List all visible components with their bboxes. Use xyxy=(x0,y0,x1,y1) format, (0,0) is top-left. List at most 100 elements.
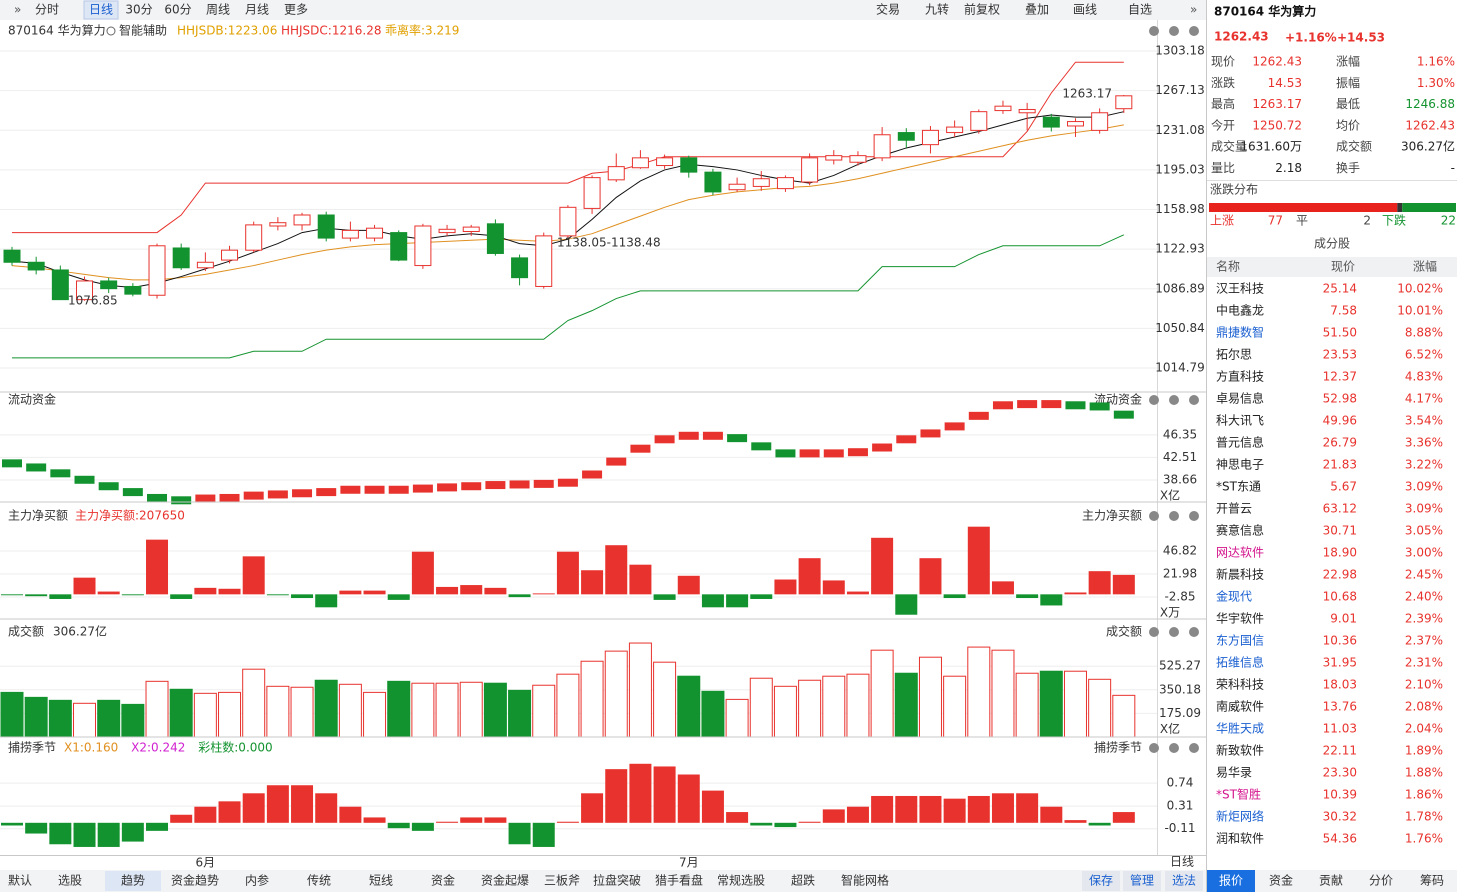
bottom-tab[interactable]: 选股 xyxy=(58,874,82,888)
stock-name[interactable]: 中电鑫龙 xyxy=(1216,303,1264,318)
column-header[interactable]: 涨幅 xyxy=(1413,259,1437,274)
value-bar xyxy=(484,817,507,823)
stock-name[interactable]: 金现代 xyxy=(1216,589,1252,604)
panel-icon[interactable] xyxy=(1189,395,1199,405)
stock-name[interactable]: 网达软件 xyxy=(1216,546,1264,560)
stock-name[interactable]: 新晨科技 xyxy=(1216,567,1264,582)
period-tab[interactable]: 日线 xyxy=(89,3,113,17)
value-bar xyxy=(1112,574,1135,595)
stock-name[interactable]: *ST智胜 xyxy=(1216,787,1261,802)
value-bar xyxy=(266,785,289,823)
side-tab[interactable]: 资金 xyxy=(1269,873,1293,888)
tool-button[interactable]: 交易 xyxy=(876,2,900,17)
bottom-tab[interactable]: 三板斧 xyxy=(544,874,580,888)
side-tab[interactable]: 报价 xyxy=(1219,873,1243,888)
action-button[interactable]: 选法 xyxy=(1172,874,1196,888)
panel-title-right: 主力净买额 xyxy=(1082,509,1142,523)
candle-body xyxy=(776,177,794,190)
bottom-tab[interactable]: 趋势 xyxy=(121,874,145,888)
action-button[interactable]: 管理 xyxy=(1130,873,1154,888)
period-tab[interactable]: 月线 xyxy=(245,3,269,17)
collapse-icon[interactable]: » xyxy=(14,3,21,17)
period-tab[interactable]: 分时 xyxy=(35,3,59,17)
stock-name[interactable]: 华胜天成 xyxy=(1216,721,1264,736)
panel-icon[interactable] xyxy=(1189,743,1199,753)
bottom-tab[interactable]: 默认 xyxy=(8,873,32,888)
stock-name[interactable]: 神思电子 xyxy=(1216,458,1264,472)
candle-body xyxy=(511,257,529,279)
candle-body xyxy=(1066,121,1084,127)
stock-name[interactable]: 东方国信 xyxy=(1216,633,1264,648)
stock-name[interactable]: 易华录 xyxy=(1216,766,1252,780)
bottom-tab[interactable]: 短线 xyxy=(369,874,393,888)
stock-name[interactable]: 汉王科技 xyxy=(1216,282,1264,296)
candle-body xyxy=(390,232,408,261)
period-tab[interactable]: 30分 xyxy=(125,3,152,17)
bottom-tab[interactable]: 智能网格 xyxy=(841,873,889,888)
stock-name[interactable]: 卓易信息 xyxy=(1216,391,1264,406)
value-bar xyxy=(315,594,338,608)
flow-block xyxy=(557,478,578,487)
bottom-tab[interactable]: 拉盘突破 xyxy=(593,873,641,888)
tool-button[interactable]: 九转 xyxy=(925,2,949,17)
volume-bar xyxy=(0,691,24,738)
stock-name[interactable]: 拓维信息 xyxy=(1216,655,1264,670)
side-tab[interactable]: 贡献 xyxy=(1319,873,1343,888)
stock-name[interactable]: *ST东通 xyxy=(1216,480,1261,494)
tool-button[interactable]: 叠加 xyxy=(1025,3,1049,17)
panel-icon[interactable] xyxy=(1189,627,1199,637)
panel-icon[interactable] xyxy=(1149,627,1159,637)
panel-icon[interactable] xyxy=(1169,627,1179,637)
panel-icon[interactable] xyxy=(1149,26,1159,36)
stock-name[interactable]: 华宇软件 xyxy=(1216,612,1264,626)
tool-button[interactable]: 自选 xyxy=(1128,3,1152,17)
panel-icon[interactable] xyxy=(1189,26,1199,36)
stock-name[interactable]: 赛意信息 xyxy=(1216,523,1264,538)
stock-name[interactable]: 新致软件 xyxy=(1216,743,1264,758)
assist-toggle[interactable]: 智能辅助 xyxy=(119,23,167,38)
panel-icon[interactable] xyxy=(1149,743,1159,753)
panel-icon[interactable] xyxy=(1189,511,1199,521)
bottom-tab[interactable]: 常规选股 xyxy=(717,873,765,888)
bottom-tab[interactable]: 内参 xyxy=(245,873,269,888)
value-bar xyxy=(411,822,434,831)
stock-name[interactable]: 荣科科技 xyxy=(1216,678,1264,692)
panel-icon[interactable] xyxy=(1149,395,1159,405)
value-bar xyxy=(121,594,144,596)
value-bar xyxy=(194,587,217,595)
side-tab[interactable]: 筹码 xyxy=(1420,874,1444,888)
side-tab[interactable]: 分价 xyxy=(1369,874,1393,888)
stock-name[interactable]: 普元信息 xyxy=(1216,435,1264,450)
stock-name[interactable]: 方直科技 xyxy=(1216,369,1264,384)
volume-bar xyxy=(483,682,507,738)
period-tab[interactable]: 60分 xyxy=(164,3,191,17)
stock-name[interactable]: 拓尔思 xyxy=(1216,347,1252,362)
expand-icon[interactable]: » xyxy=(1190,3,1197,17)
y-tick-label: 38.66 xyxy=(1163,473,1197,487)
bottom-tab[interactable]: 超跌 xyxy=(791,873,815,888)
stock-name[interactable]: 润和软件 xyxy=(1216,832,1264,846)
stock-name[interactable]: 南威软件 xyxy=(1216,699,1264,714)
period-tab[interactable]: 周线 xyxy=(206,3,230,17)
stock-name[interactable]: 新炬网络 xyxy=(1216,809,1264,824)
panel-icon[interactable] xyxy=(1149,511,1159,521)
stock-name[interactable]: 开普云 xyxy=(1216,502,1252,516)
bottom-tab[interactable]: 猎手看盘 xyxy=(655,873,703,888)
panel-icon[interactable] xyxy=(1169,511,1179,521)
panel-icon[interactable] xyxy=(1169,743,1179,753)
bottom-tab[interactable]: 资金起爆 xyxy=(481,873,529,888)
bottom-tab[interactable]: 资金 xyxy=(431,873,455,888)
action-button[interactable]: 保存 xyxy=(1089,874,1113,888)
panel-icon[interactable] xyxy=(1169,395,1179,405)
stock-price: 18.03 xyxy=(1323,678,1357,692)
panel-icon[interactable] xyxy=(1169,26,1179,36)
stock-name[interactable]: 科大讯飞 xyxy=(1216,414,1264,428)
tool-button[interactable]: 画线 xyxy=(1073,3,1097,17)
value-bar xyxy=(146,539,169,595)
bottom-tab[interactable]: 传统 xyxy=(307,873,331,888)
period-tab[interactable]: 更多 xyxy=(284,3,308,17)
stock-name[interactable]: 鼎捷数智 xyxy=(1216,325,1264,340)
value-bar xyxy=(629,564,652,595)
tool-button[interactable]: 前复权 xyxy=(964,2,1000,17)
bottom-tab[interactable]: 资金趋势 xyxy=(171,873,219,888)
